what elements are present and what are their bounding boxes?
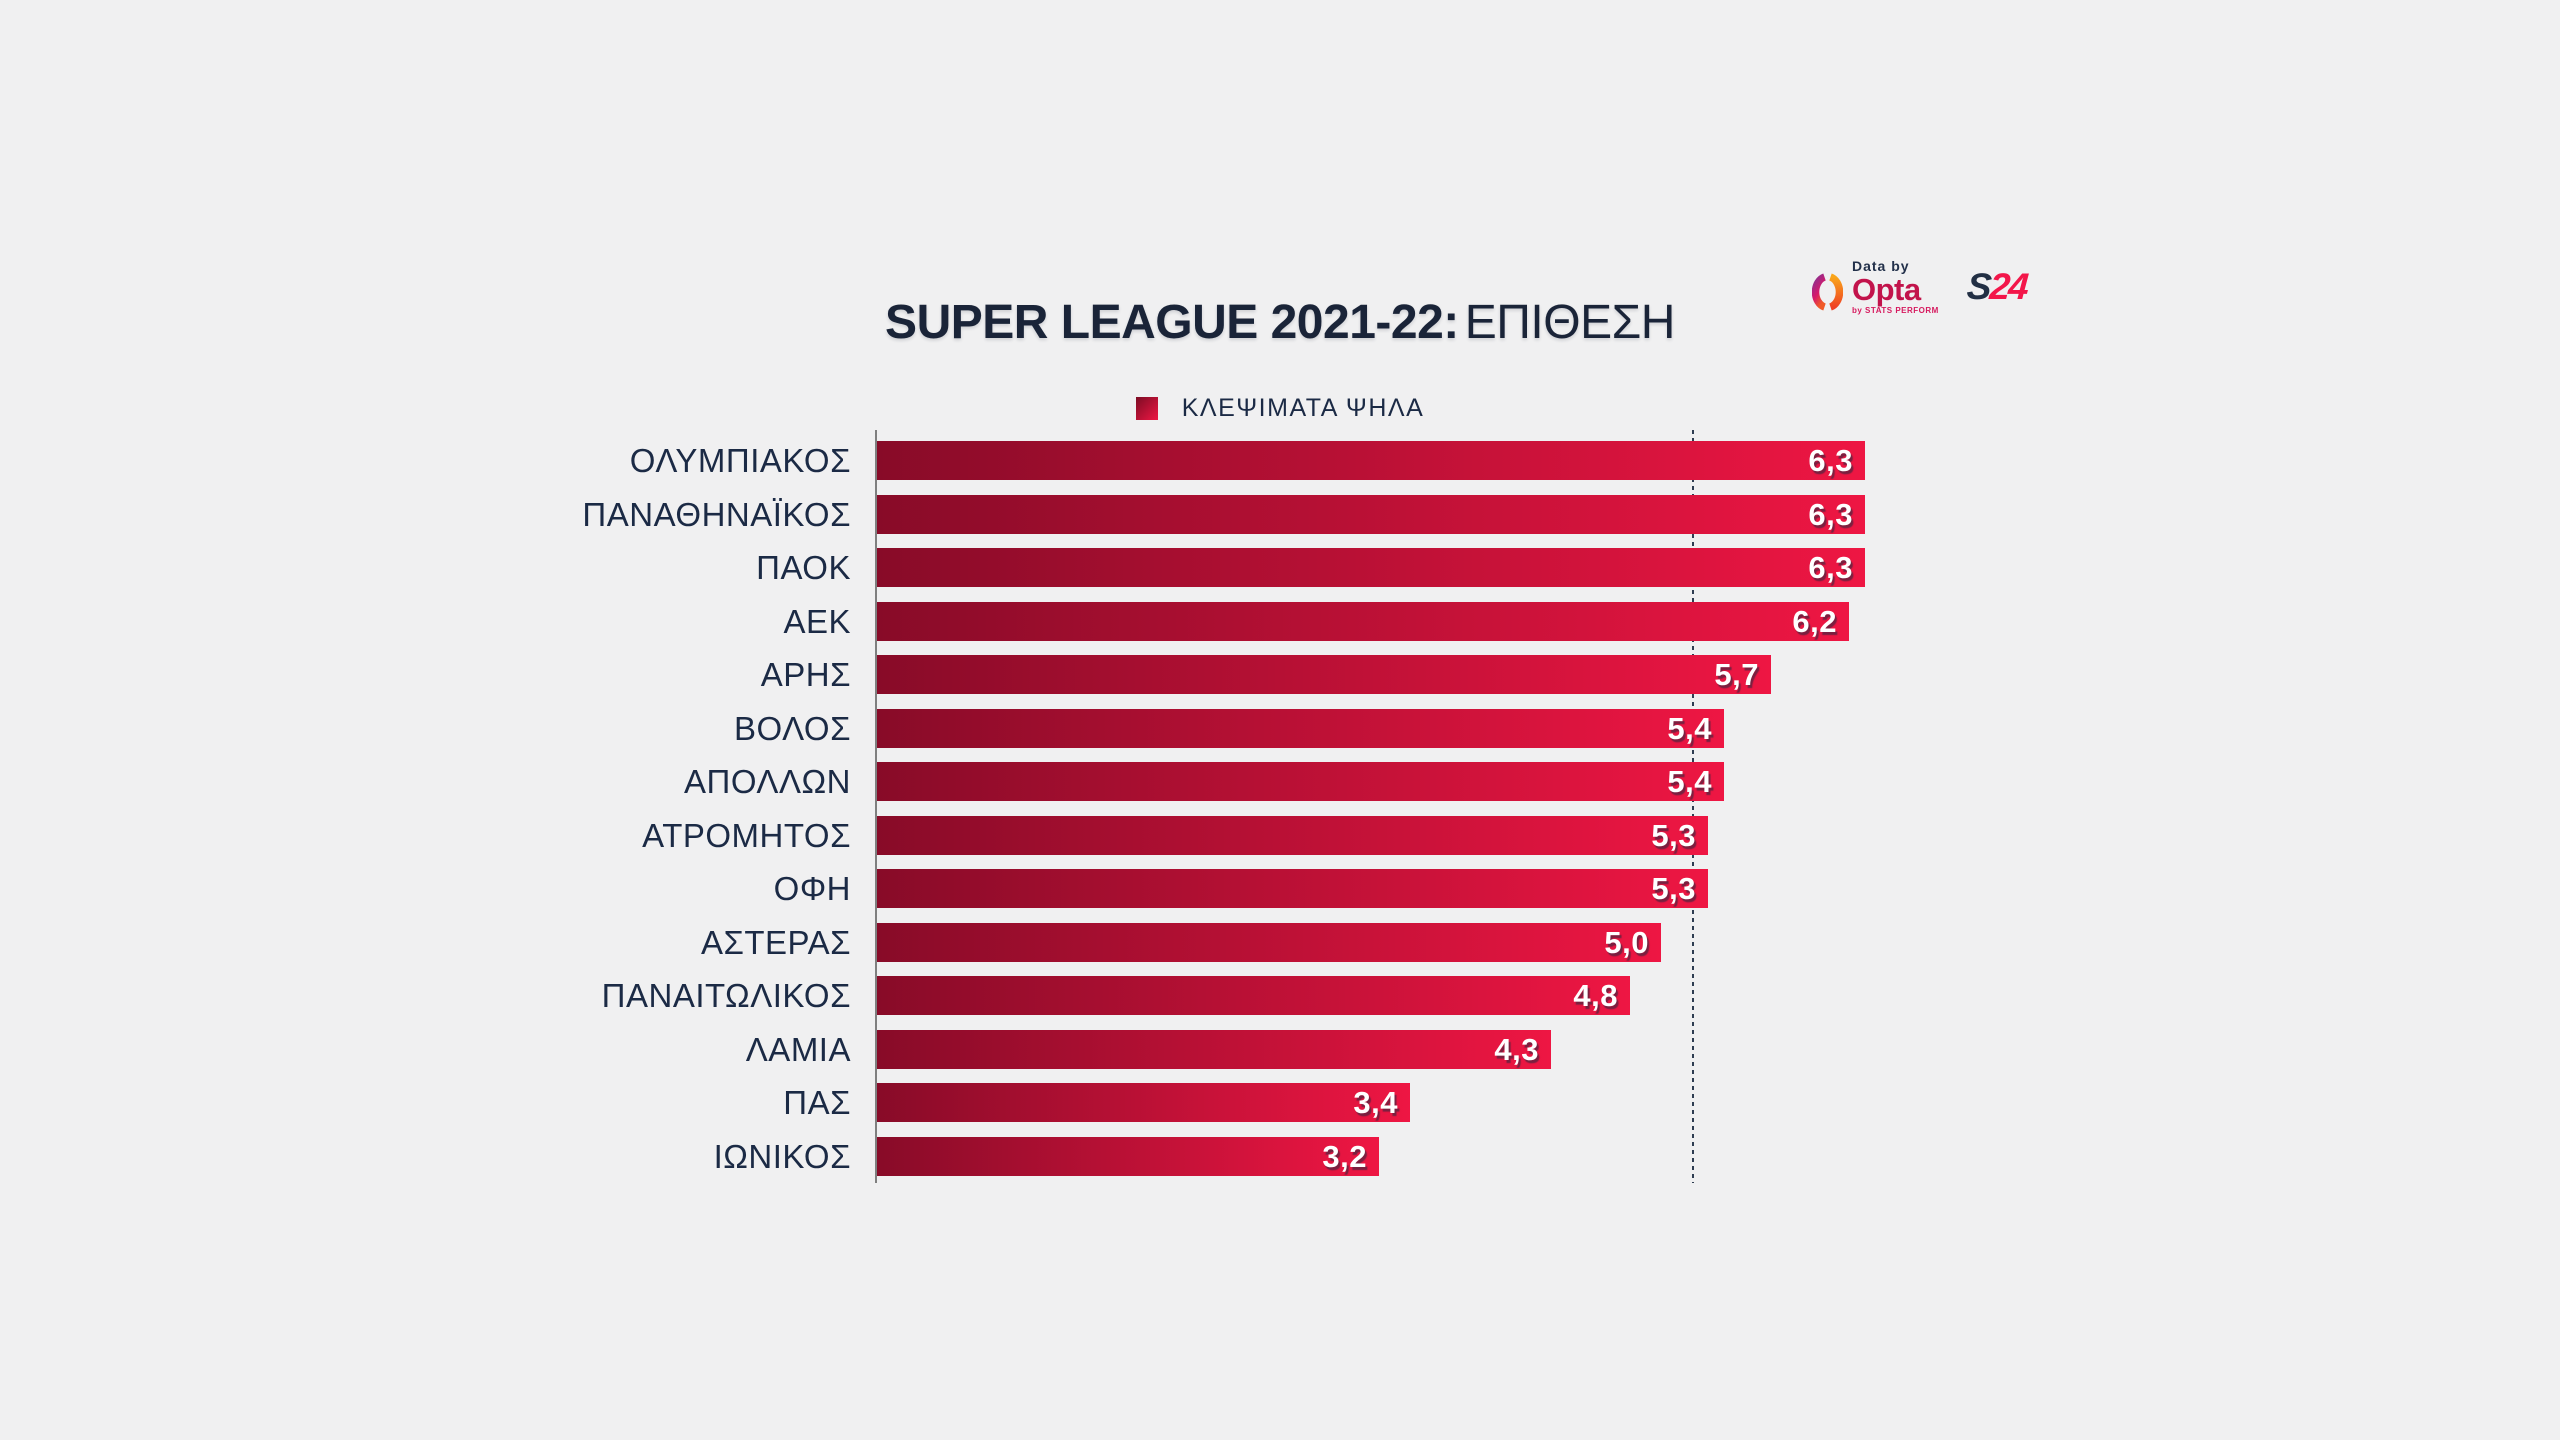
team-label: ΟΦΗ <box>773 870 851 907</box>
stats-perform-label: by STATS PERFORM <box>1852 306 1939 315</box>
legend-swatch <box>1135 397 1158 420</box>
bar-row: ΠΑΟΚ 6,3 <box>0 548 2560 587</box>
bar: 5,4 <box>877 709 1724 748</box>
bar-value: 4,8 <box>1573 977 1618 1013</box>
team-label: ΑΤΡΟΜΗΤΟΣ <box>642 817 851 854</box>
bar-row: ΒΟΛΟΣ 5,4 <box>0 709 2560 748</box>
bar: 6,2 <box>877 602 1849 641</box>
team-label: ΑΠΟΛΛΩΝ <box>683 763 851 800</box>
bar-row: ΙΩΝΙΚΟΣ 3,2 <box>0 1137 2560 1176</box>
bar-value: 6,3 <box>1808 549 1853 585</box>
team-label: ΑΡΗΣ <box>760 656 851 693</box>
bar: 5,3 <box>877 869 1708 908</box>
branding-block: Data by Opta by STATS PERFORM S24 <box>1812 258 2028 315</box>
bar: 6,3 <box>877 495 1865 534</box>
title-main: SUPER LEAGUE 2021-22: <box>885 296 1459 350</box>
bar-value: 4,3 <box>1494 1031 1539 1067</box>
bar-value: 5,3 <box>1651 817 1696 853</box>
team-label: ΠΑΝΑΘΗΝΑΪΚΟΣ <box>582 496 851 533</box>
team-label: ΠΑΟΚ <box>756 549 851 586</box>
data-by-label: Data by <box>1852 258 1910 274</box>
bar-value: 5,3 <box>1651 870 1696 906</box>
chart-legend: ΚΛΕΨΙΜΑΤΑ ΨΗΛΑ <box>0 394 2560 423</box>
bar: 6,3 <box>877 548 1865 587</box>
team-label: ΠΑΣ <box>783 1084 851 1121</box>
bar: 5,4 <box>877 762 1724 801</box>
bar-row: ΠΑΣ 3,4 <box>0 1083 2560 1122</box>
team-label: ΠΑΝΑΙΤΩΛΙΚΟΣ <box>601 977 851 1014</box>
bar: 5,7 <box>877 655 1771 694</box>
bar-value: 6,3 <box>1808 442 1853 478</box>
team-label: ΒΟΛΟΣ <box>733 710 851 747</box>
bar: 5,3 <box>877 816 1708 855</box>
bar-value: 6,2 <box>1792 603 1837 639</box>
bar-row: ΟΛΥΜΠΙΑΚΟΣ 6,3 <box>0 441 2560 480</box>
bar: 3,4 <box>877 1083 1410 1122</box>
bar: 3,2 <box>877 1137 1379 1176</box>
team-label: ΟΛΥΜΠΙΑΚΟΣ <box>629 442 851 479</box>
opta-wordmark: Opta <box>1852 272 1921 307</box>
average-dashed-line <box>1692 430 1694 1183</box>
bar-row: ΟΦΗ 5,3 <box>0 869 2560 908</box>
bar-value: 6,3 <box>1808 496 1853 532</box>
bar-row: ΠΑΝΑΘΗΝΑΪΚΟΣ 6,3 <box>0 495 2560 534</box>
bar-value: 5,0 <box>1604 924 1649 960</box>
team-label: ΛΑΜΙΑ <box>745 1031 851 1068</box>
page-title: SUPER LEAGUE 2021-22: ΕΠΙΘΕΣΗ <box>0 298 2560 348</box>
bar-value: 5,4 <box>1667 710 1712 746</box>
bar-value: 3,4 <box>1353 1084 1398 1120</box>
bar-row: ΑΣΤΕΡΑΣ 5,0 <box>0 923 2560 962</box>
bar-value: 5,4 <box>1667 763 1712 799</box>
bar-row: ΑΡΗΣ 5,7 <box>0 655 2560 694</box>
bar-row: ΠΑΝΑΙΤΩΛΙΚΟΣ 4,8 <box>0 976 2560 1015</box>
bar-row: ΑΤΡΟΜΗΤΟΣ 5,3 <box>0 816 2560 855</box>
bar: 5,0 <box>877 923 1661 962</box>
bar: 4,3 <box>877 1030 1551 1069</box>
bar-value: 3,2 <box>1322 1138 1367 1174</box>
bar-row: ΑΕΚ 6,2 <box>0 602 2560 641</box>
opta-o-icon <box>1812 273 1843 311</box>
bar: 4,8 <box>877 976 1630 1015</box>
bar-row: ΛΑΜΙΑ 4,3 <box>0 1030 2560 1069</box>
bar: 6,3 <box>877 441 1865 480</box>
legend-label: ΚΛΕΨΙΜΑΤΑ ΨΗΛΑ <box>1181 394 1425 422</box>
team-label: ΙΩΝΙΚΟΣ <box>713 1138 851 1175</box>
team-label: ΑΣΤΕΡΑΣ <box>700 924 851 961</box>
bar-row: ΑΠΟΛΛΩΝ 5,4 <box>0 762 2560 801</box>
axis-baseline <box>875 430 877 1183</box>
bar-value: 5,7 <box>1714 656 1759 692</box>
team-label: ΑΕΚ <box>783 603 851 640</box>
opta-logo: Data by Opta by STATS PERFORM <box>1812 258 1939 315</box>
title-sub: ΕΠΙΘΕΣΗ <box>1464 296 1676 350</box>
